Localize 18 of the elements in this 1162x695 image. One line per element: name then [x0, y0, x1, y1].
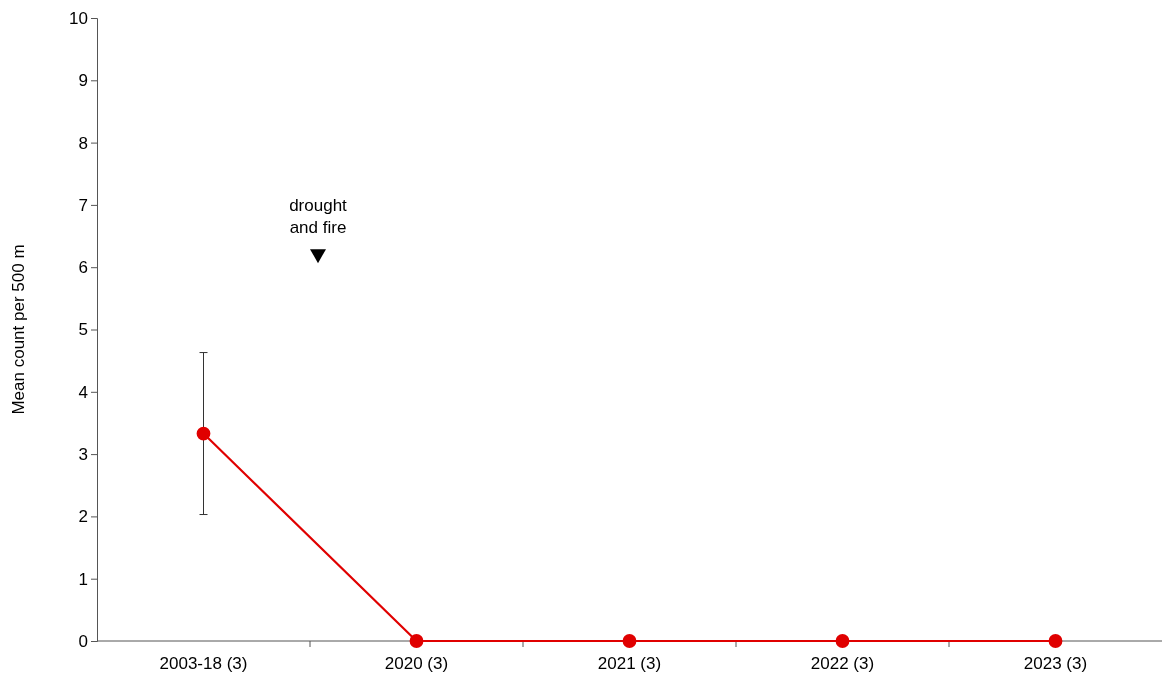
x-tick-label: 2003-18 (3) [159, 654, 248, 673]
y-tick-label: 10 [69, 8, 88, 28]
y-tick-label: 7 [78, 195, 88, 215]
x-tick-label: 2022 (3) [810, 654, 875, 673]
y-axis-title: Mean count per 500 m [9, 244, 28, 415]
y-tick-label: 3 [78, 445, 88, 465]
x-tick-label: 2020 (3) [384, 654, 449, 673]
annotation: drought and fire [289, 196, 348, 238]
y-tick-label: 8 [78, 133, 88, 153]
y-tick-label: 2 [78, 507, 88, 527]
x-tick-label: 2021 (3) [597, 654, 662, 673]
y-tick-label: 4 [78, 382, 88, 402]
x-tick-label: 2023 (3) [1023, 654, 1088, 673]
y-tick-label: 6 [78, 258, 88, 278]
y-tick-label: 5 [78, 320, 88, 340]
y-tick-label: 1 [78, 569, 88, 589]
y-tick-label: 0 [78, 631, 88, 651]
y-tick-label: 9 [78, 71, 88, 91]
